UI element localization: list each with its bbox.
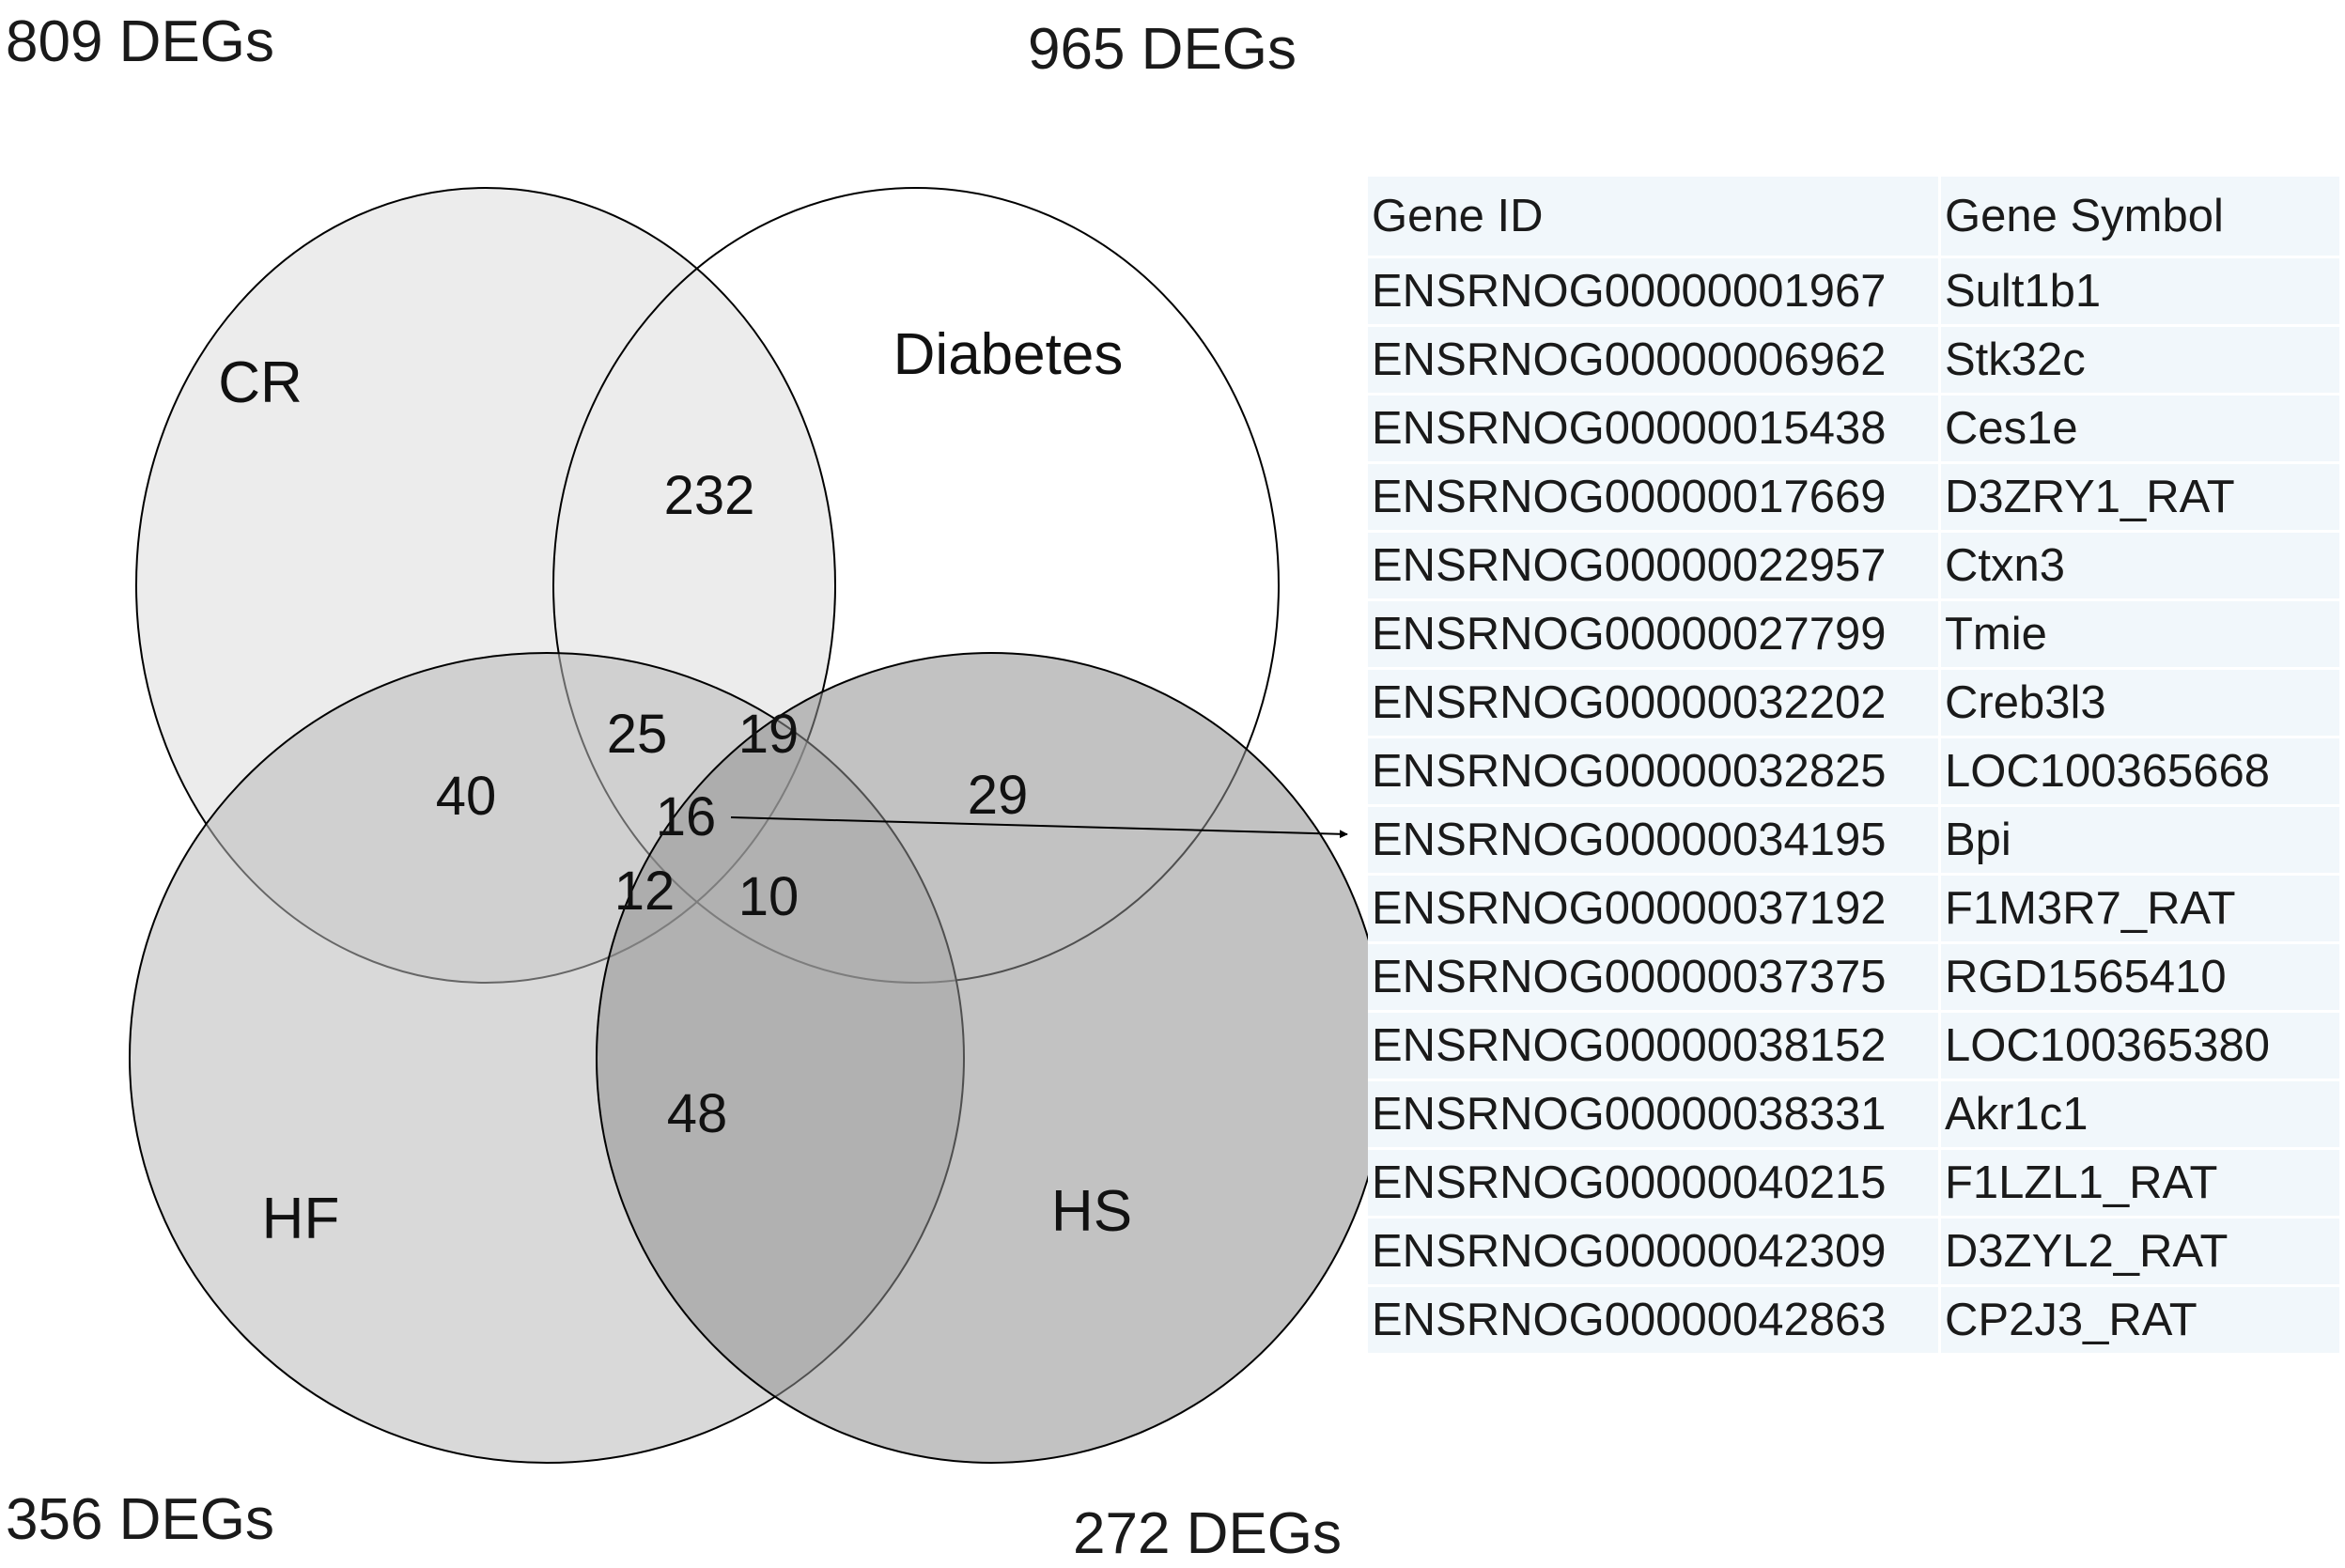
region-count-cr-diabetes: 232 <box>664 465 755 526</box>
region-count-diabetes-hs: 29 <box>968 765 1029 826</box>
table-row: ENSRNOG00000001967 Sult1b1 <box>1368 256 2339 326</box>
gene-id-cell: ENSRNOG00000001967 <box>1368 256 1941 326</box>
gene-id-cell: ENSRNOG00000042863 <box>1368 1285 1941 1355</box>
table-row: ENSRNOG00000042863 CP2J3_RAT <box>1368 1285 2339 1355</box>
region-count-diabetes-hf-hs: 10 <box>738 866 800 927</box>
gene-symbol-cell: F1LZL1_RAT <box>1945 1157 2218 1208</box>
gene-id-cell: ENSRNOG00000037192 <box>1368 874 1941 943</box>
table-row: ENSRNOG00000032825 LOC100365668 <box>1368 737 2339 806</box>
table-row: ENSRNOG00000037375 RGD1565410 <box>1368 942 2339 1012</box>
table-row: ENSRNOG00000017669 D3ZRY1_RAT <box>1368 462 2339 532</box>
table-row: ENSRNOG00000038152 LOC100365380 <box>1368 1011 2339 1080</box>
gene-id-cell: ENSRNOG00000040215 <box>1368 1148 1941 1218</box>
set-label-cr: CR <box>218 350 303 415</box>
gene-symbol-cell: Ces1e <box>1945 402 2078 454</box>
table-row: ENSRNOG00000006962 Stk32c <box>1368 325 2339 395</box>
region-count-cr-diabetes-hs: 19 <box>738 704 800 765</box>
gene-id-cell: ENSRNOG00000034195 <box>1368 805 1941 875</box>
gene-id-cell: ENSRNOG00000006962 <box>1368 325 1941 395</box>
set-label-hs: HS <box>1051 1179 1132 1244</box>
gene-table-header-id: Gene ID <box>1368 177 1941 257</box>
table-row: ENSRNOG00000022957 Ctxn3 <box>1368 531 2339 600</box>
deg-count-diabetes: 965 DEGs <box>1028 17 1297 82</box>
table-row: ENSRNOG00000015438 Ces1e <box>1368 394 2339 463</box>
set-label-diabetes: Diabetes <box>893 322 1124 387</box>
gene-symbol-cell: Tmie <box>1945 608 2047 660</box>
table-row: ENSRNOG00000027799 Tmie <box>1368 599 2339 669</box>
gene-symbol-cell: Bpi <box>1945 814 2011 865</box>
table-row: ENSRNOG00000034195 Bpi <box>1368 805 2339 875</box>
table-row: ENSRNOG00000042309 D3ZYL2_RAT <box>1368 1217 2339 1286</box>
gene-id-cell: ENSRNOG00000022957 <box>1368 531 1941 600</box>
table-row: ENSRNOG00000038331 Akr1c1 <box>1368 1079 2339 1149</box>
gene-symbol-cell: D3ZRY1_RAT <box>1945 471 2235 522</box>
gene-symbol-cell: Ctxn3 <box>1945 539 2066 591</box>
gene-symbol-cell: Creb3l3 <box>1945 676 2106 728</box>
gene-id-cell: ENSRNOG00000017669 <box>1368 462 1941 532</box>
gene-table: Gene ID Gene Symbol ENSRNOG00000001967 Su… <box>1368 177 2339 1356</box>
callout-arrow <box>730 816 1348 839</box>
gene-table-header-row: Gene ID Gene Symbol <box>1368 177 2339 257</box>
gene-symbol-cell: CP2J3_RAT <box>1945 1294 2197 1345</box>
deg-count-hf: 356 DEGs <box>6 1487 275 1552</box>
gene-id-cell: ENSRNOG00000032202 <box>1368 668 1941 737</box>
table-row: ENSRNOG00000032202 Creb3l3 <box>1368 668 2339 737</box>
region-count-cr-hf-hs: 12 <box>614 861 676 922</box>
set-label-hf: HF <box>262 1187 340 1251</box>
gene-symbol-cell: Akr1c1 <box>1945 1088 2089 1140</box>
gene-symbol-cell: RGD1565410 <box>1945 951 2227 1002</box>
gene-id-cell: ENSRNOG00000038152 <box>1368 1011 1941 1080</box>
gene-id-cell: ENSRNOG00000037375 <box>1368 942 1941 1012</box>
gene-symbol-cell: Stk32c <box>1945 334 2086 385</box>
region-count-all-four: 16 <box>656 786 717 847</box>
table-row: ENSRNOG00000040215 F1LZL1_RAT <box>1368 1148 2339 1218</box>
gene-table-header-symbol: Gene Symbol <box>1945 190 2224 241</box>
region-count-cr-hf: 40 <box>436 766 497 827</box>
gene-symbol-cell: Sult1b1 <box>1945 265 2102 317</box>
gene-id-cell: ENSRNOG00000032825 <box>1368 737 1941 806</box>
deg-count-cr: 809 DEGs <box>6 9 275 74</box>
gene-id-cell: ENSRNOG00000015438 <box>1368 394 1941 463</box>
gene-symbol-cell: LOC100365668 <box>1945 745 2271 797</box>
region-count-hf-hs: 48 <box>667 1083 728 1144</box>
gene-table-body: ENSRNOG00000001967 Sult1b1 ENSRNOG0000000… <box>1368 256 2339 1355</box>
region-count-cr-diabetes-hf: 25 <box>607 704 668 765</box>
table-row: ENSRNOG00000037192 F1M3R7_RAT <box>1368 874 2339 943</box>
gene-id-cell: ENSRNOG00000042309 <box>1368 1217 1941 1286</box>
gene-id-cell: ENSRNOG00000038331 <box>1368 1079 1941 1149</box>
gene-symbol-cell: LOC100365380 <box>1945 1019 2271 1071</box>
deg-count-hs: 272 DEGs <box>1073 1501 1343 1566</box>
gene-symbol-cell: F1M3R7_RAT <box>1945 882 2236 934</box>
gene-symbol-cell: D3ZYL2_RAT <box>1945 1225 2229 1277</box>
gene-id-cell: ENSRNOG00000027799 <box>1368 599 1941 669</box>
